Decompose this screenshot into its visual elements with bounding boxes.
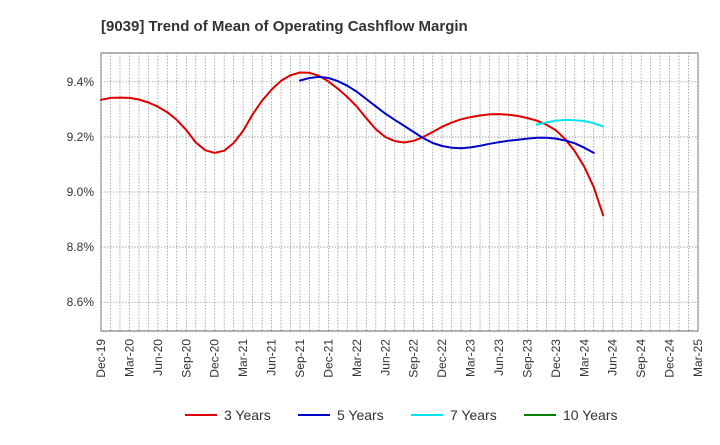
y-tick-label: 9.2% — [67, 130, 95, 144]
x-tick-label: Mar-23 — [464, 339, 478, 377]
x-tick-label: Sep-24 — [634, 339, 648, 378]
y-tick-label: 8.8% — [67, 240, 95, 254]
chart-title: [9039] Trend of Mean of Operating Cashfl… — [101, 18, 468, 35]
x-tick-label: Dec-24 — [663, 339, 677, 378]
x-tick-label: Sep-22 — [407, 339, 421, 378]
legend-label-5-years: 5 Years — [337, 407, 384, 423]
y-tick-label: 9.4% — [67, 75, 95, 89]
x-tick-label: Mar-25 — [691, 339, 705, 377]
x-tick-label: Dec-23 — [549, 339, 563, 378]
x-tick-label: Dec-19 — [94, 339, 108, 378]
series-line-7-years — [535, 118, 605, 128]
series-line-3-years — [100, 71, 605, 217]
x-tick-label: Sep-20 — [179, 339, 193, 378]
legend: 3 Years 5 Years 7 Years 10 Years — [185, 407, 618, 423]
x-tick-label: Jun-24 — [606, 339, 620, 376]
legend-label-7-years: 7 Years — [450, 407, 497, 423]
x-tick-label: Dec-20 — [208, 339, 222, 378]
x-tick-label: Dec-22 — [435, 339, 449, 378]
x-tick-label: Dec-21 — [321, 339, 335, 378]
x-tick-label: Sep-23 — [520, 339, 534, 378]
series-lines — [100, 71, 605, 217]
y-tick-label: 9.0% — [67, 185, 95, 199]
series-line-5-years — [299, 75, 595, 154]
x-tick-label: Jun-22 — [378, 339, 392, 376]
y-tick-label: 8.6% — [67, 295, 95, 309]
x-tick-label: Jun-21 — [265, 339, 279, 376]
x-axis-ticks: Dec-19 Mar-20 Jun-20 Sep-20 Dec-20 Mar-21 Jun-… — [94, 339, 705, 378]
x-tick-label: Sep-21 — [293, 339, 307, 378]
x-tick-label: Mar-21 — [236, 339, 250, 377]
legend-label-3-years: 3 Years — [224, 407, 271, 423]
y-axis-ticks: 8.6% 8.8% 9.0% 9.2% 9.4% — [67, 75, 95, 309]
x-tick-label: Jun-20 — [151, 339, 165, 376]
x-tick-label: Mar-24 — [577, 339, 591, 377]
grid-lines — [100, 53, 699, 331]
x-tick-label: Jun-23 — [492, 339, 506, 376]
x-tick-label: Mar-20 — [122, 339, 136, 377]
legend-label-10-years: 10 Years — [563, 407, 618, 423]
x-tick-label: Mar-22 — [350, 339, 364, 377]
